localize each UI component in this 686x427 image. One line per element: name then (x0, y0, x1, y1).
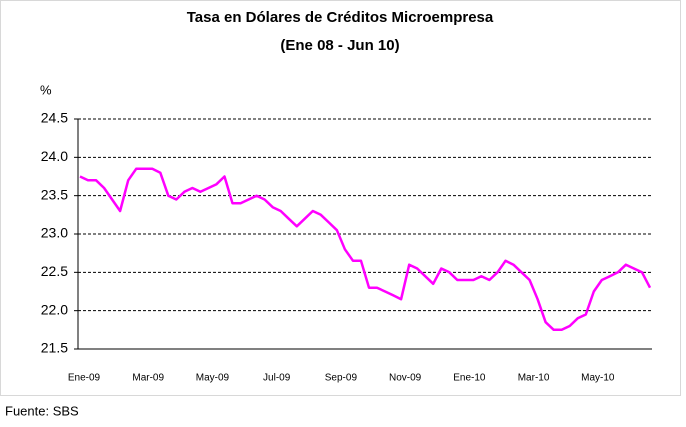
x-tick-label: Ene-10 (453, 373, 486, 384)
y-tick-label: 24.5 (41, 110, 68, 126)
chart-subtitle: (Ene 08 - Jun 10) (280, 37, 399, 54)
y-tick-label: 22.5 (41, 263, 68, 279)
x-tick-label: May-10 (581, 373, 615, 384)
x-tick-label: Ene-09 (68, 373, 101, 384)
x-tick-label: Sep-09 (325, 373, 358, 384)
y-axis-label: % (40, 82, 52, 97)
x-tick-label: May-09 (196, 373, 230, 384)
y-tick-label: 23.5 (41, 186, 68, 202)
x-tick-label: Mar-09 (132, 373, 164, 384)
y-tick-label: 21.5 (41, 340, 68, 356)
y-tick-label: 24.0 (41, 148, 68, 164)
x-tick-label: Mar-10 (518, 373, 550, 384)
y-tick-label: 23.0 (41, 225, 68, 241)
source-note: Fuente: SBS (5, 403, 79, 418)
y-tick-label: 22.0 (41, 301, 68, 317)
x-tick-label: Nov-09 (389, 373, 422, 384)
chart-border (0, 0, 681, 396)
data-line (79, 167, 652, 332)
chart-title: Tasa en Dólares de Créditos Microempresa (187, 9, 494, 26)
x-tick-label: Jul-09 (263, 373, 291, 384)
